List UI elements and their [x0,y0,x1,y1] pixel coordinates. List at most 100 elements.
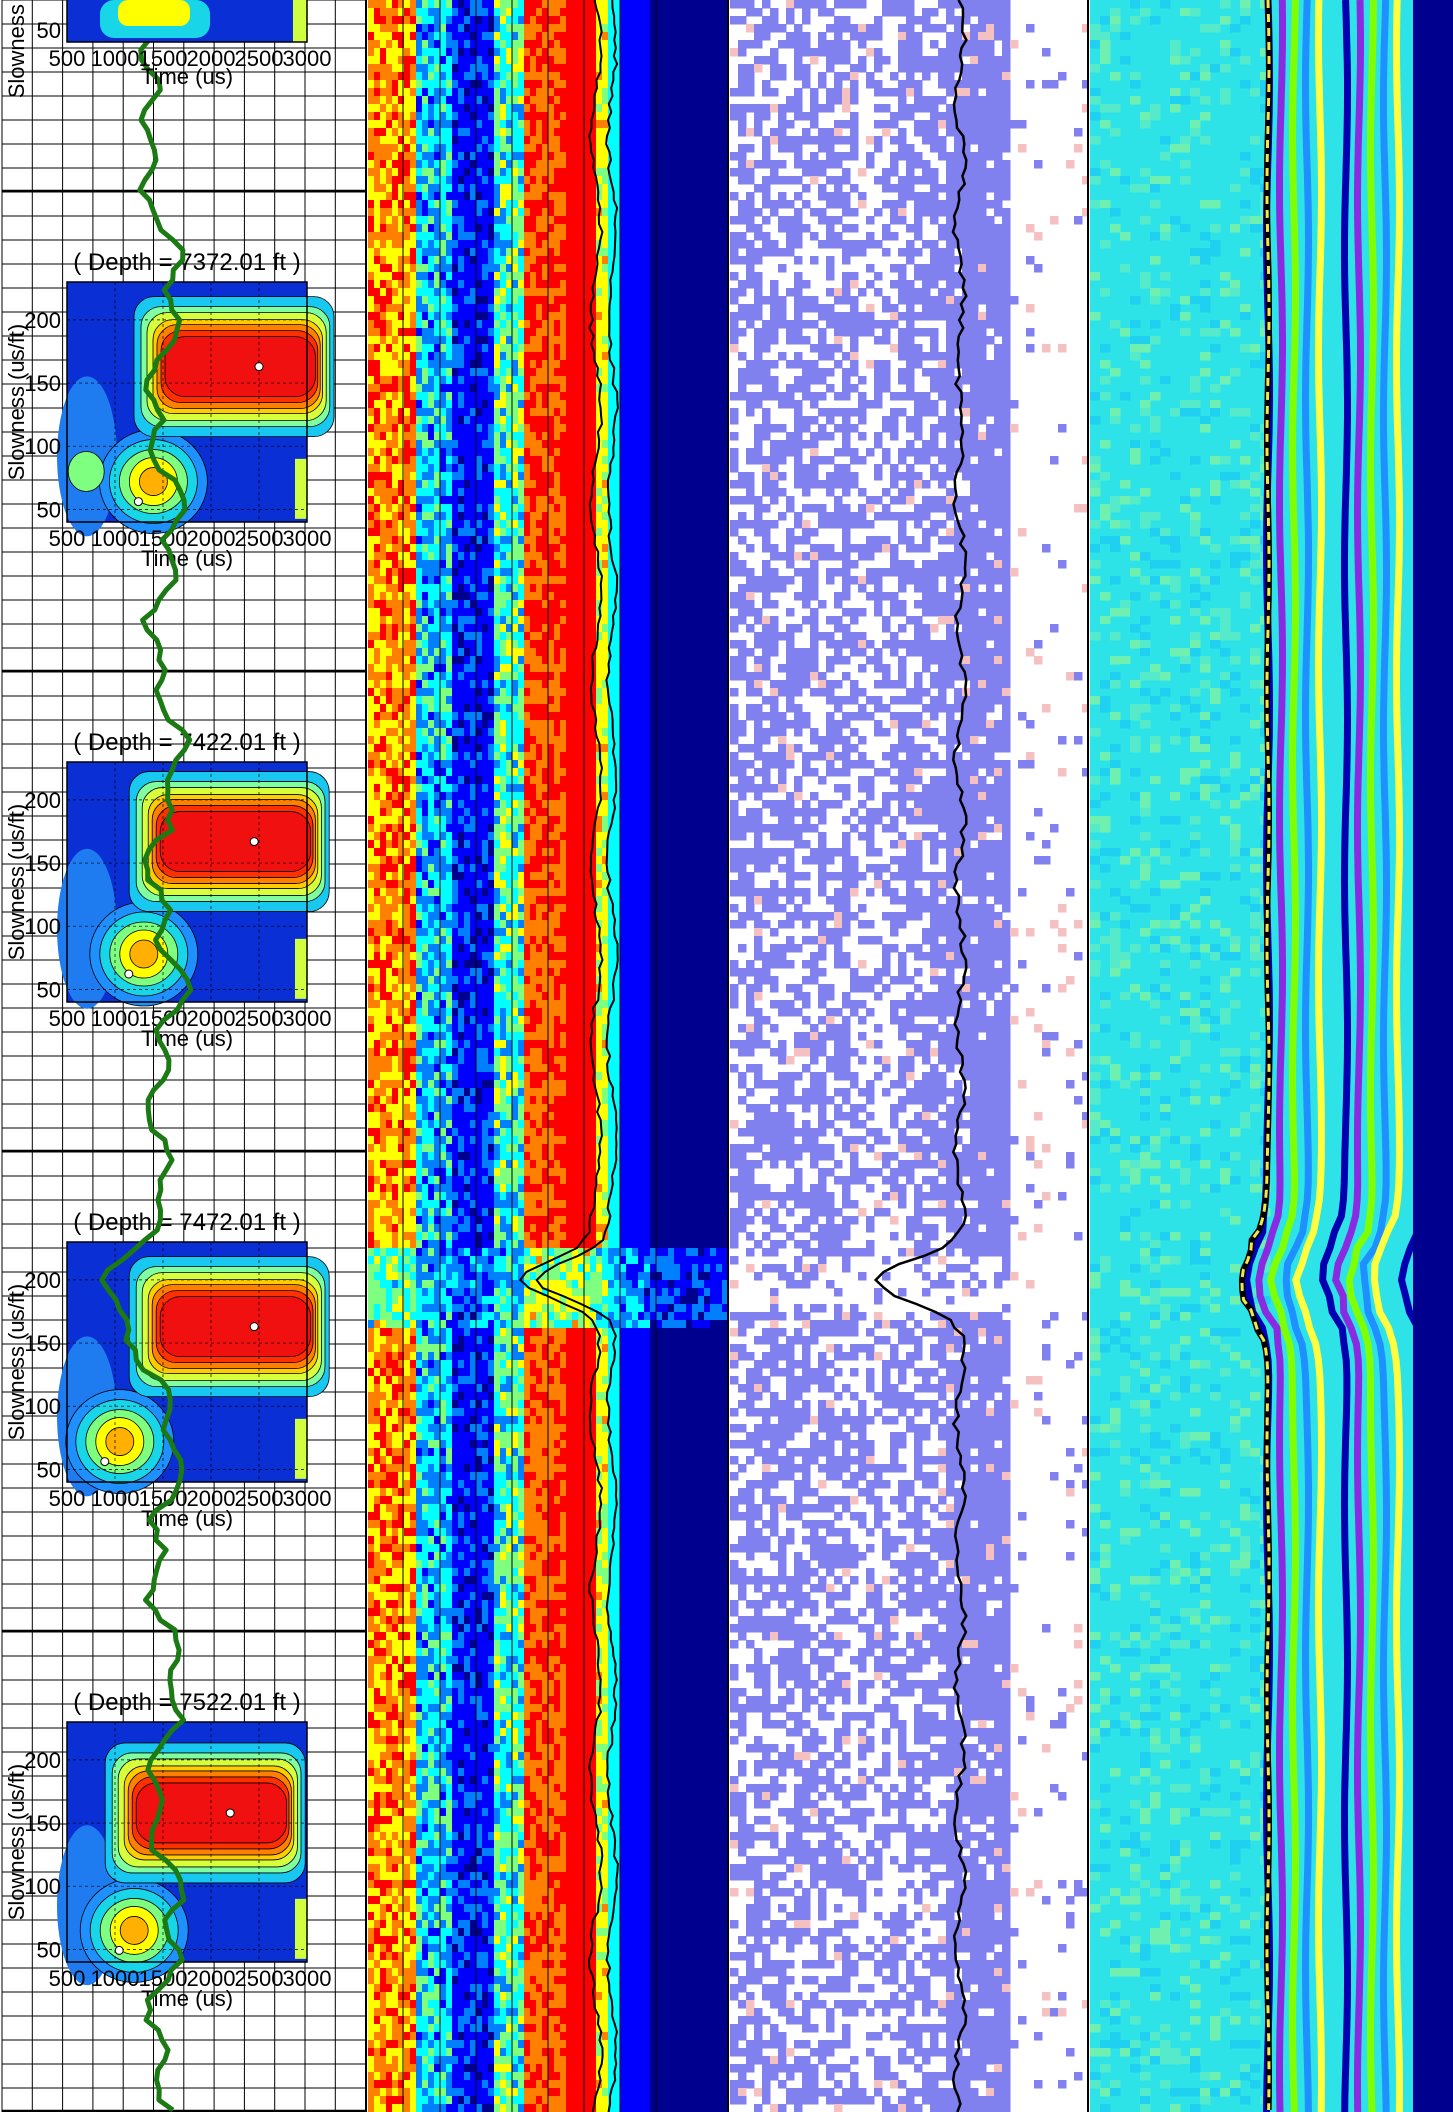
heat-cell [476,288,483,297]
heat-cell [434,392,441,401]
heat-cell [638,360,645,369]
heat-cell [542,104,549,113]
heat-cell [596,264,603,273]
heat-cell [704,248,711,257]
heat-cell [590,592,597,601]
heat-cell [662,424,669,433]
heat-cell [608,40,615,49]
heat-cell [446,584,453,593]
heat-cell [632,400,639,409]
heat-cell [674,240,681,249]
heat-cell [566,616,573,625]
heat-cell [452,472,459,481]
heat-cell [512,408,519,417]
heat-cell [518,376,525,385]
heat-cell [524,296,531,305]
heat-cell [374,336,381,345]
heat-cell [698,56,705,65]
heat-cell [638,536,645,545]
heat-cell [470,472,477,481]
heat-cell [638,424,645,433]
heat-cell [404,520,411,529]
heat-cell [554,112,561,121]
heat-cell [524,56,531,65]
heat-cell [644,352,651,361]
heat-cell [560,272,567,281]
heat-cell [626,424,633,433]
heat-cell [662,168,669,177]
heat-cell [452,624,459,633]
heat-cell [434,72,441,81]
heat-cell [464,296,471,305]
heat-cell [656,488,663,497]
heat-cell [506,272,513,281]
heat-cell [686,368,693,377]
heat-cell [488,304,495,313]
heat-cell [404,120,411,129]
heat-cell [554,88,561,97]
heat-cell [536,496,543,505]
heat-cell [368,280,375,289]
heat-cell [716,544,723,553]
heat-cell [368,288,375,297]
heat-cell [512,24,519,33]
heat-cell [668,224,675,233]
heat-cell [686,560,693,569]
heat-cell [440,416,447,425]
heat-cell [542,184,549,193]
heat-cell [530,352,537,361]
heat-cell [476,104,483,113]
heat-cell [380,104,387,113]
heat-cell [392,248,399,257]
heat-cell [368,208,375,217]
heat-cell [680,168,687,177]
heat-cell [686,256,693,265]
heat-cell [656,88,663,97]
heat-cell [374,608,381,617]
heat-cell [566,208,573,217]
heat-cell [530,160,537,169]
heat-cell [404,168,411,177]
heat-cell [488,200,495,209]
heat-cell [518,264,525,273]
heat-cell [656,40,663,49]
stc-frame [66,281,308,523]
heat-cell [614,160,621,169]
heat-cell [602,376,609,385]
heat-cell [680,56,687,65]
heat-cell [452,344,459,353]
heat-cell [596,248,603,257]
heat-cell [476,144,483,153]
heat-cell [590,440,597,449]
heat-cell [656,424,663,433]
heat-cell [698,104,705,113]
heat-cell [404,464,411,473]
heat-cell [608,400,615,409]
heat-cell [632,448,639,457]
heat-cell [644,456,651,465]
heat-cell [464,616,471,625]
heat-cell [428,376,435,385]
heat-cell [566,456,573,465]
heat-cell [710,544,717,553]
heat-cell [650,544,657,553]
heat-cell [506,192,513,201]
heat-cell [692,344,699,353]
heat-cell [596,8,603,17]
heat-cell [410,104,417,113]
heat-cell [560,376,567,385]
heat-cell [518,248,525,257]
heat-cell [416,320,423,329]
heat-cell [668,296,675,305]
heat-cell [518,24,525,33]
heat-cell [632,384,639,393]
heat-cell [422,304,429,313]
heat-cell [404,344,411,353]
heat-cell [392,480,399,489]
heat-cell [584,440,591,449]
heat-cell [374,96,381,105]
heat-cell [560,568,567,577]
heat-cell [470,256,477,265]
heat-cell [572,392,579,401]
heat-cell [584,432,591,441]
